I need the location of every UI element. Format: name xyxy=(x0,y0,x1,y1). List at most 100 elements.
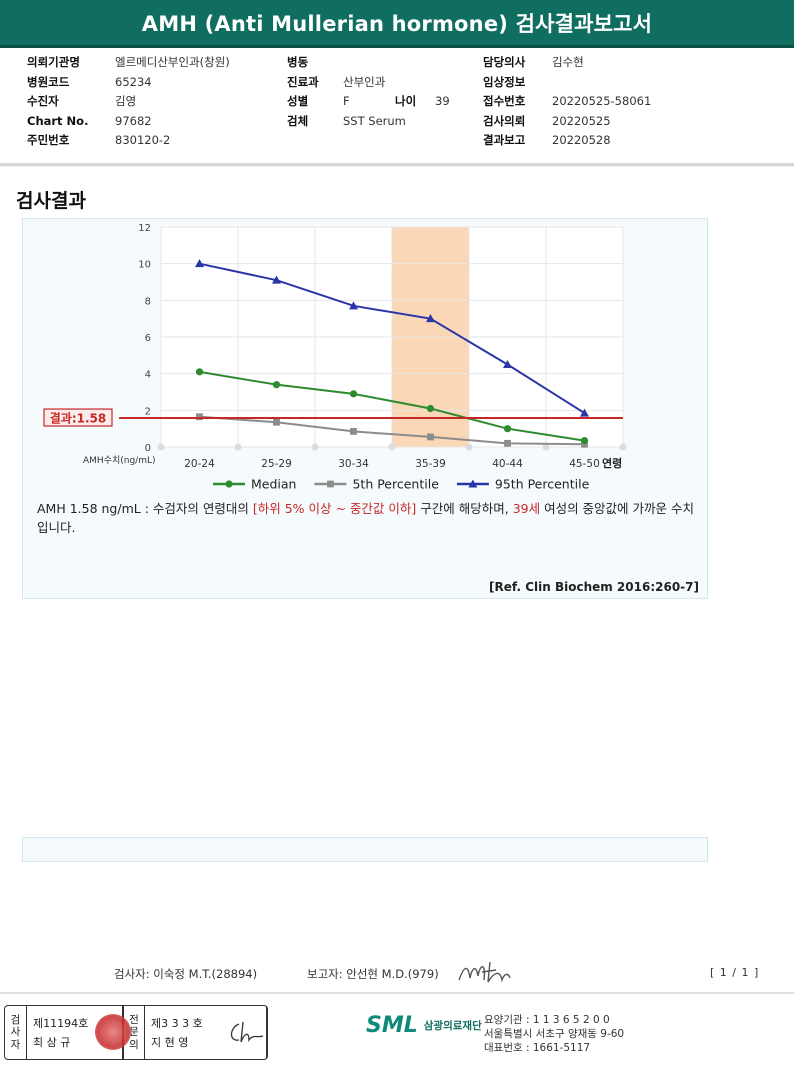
info-label: 검사의뢰 xyxy=(483,113,526,128)
info-value: 97682 xyxy=(115,113,152,128)
info-label: 임상정보 xyxy=(483,74,526,89)
org-institution-code: 요양기관 : 1 1 3 6 5 2 0 0 xyxy=(484,1014,610,1026)
result-panel: 0 2 4 6 8 10 12 20-24 25-29 30-34 35-39 40-44 45-50 A… xyxy=(22,218,708,599)
data-point-5th-percentile xyxy=(350,428,357,435)
description-text: 구간에 해당하며, xyxy=(416,501,513,516)
reference-citation: [Ref. Clin Biochem 2016:260-7] xyxy=(489,580,699,594)
info-label: 의뢰기관명 xyxy=(27,55,80,69)
info-row-department: 진료과 산부인과 xyxy=(287,73,450,93)
header-divider xyxy=(0,163,794,166)
info-label: 나이 xyxy=(395,94,417,108)
info-value: 엘르메디산부인과(창원) xyxy=(115,55,230,69)
data-point-median xyxy=(349,390,358,398)
x-tick-label: 35-39 xyxy=(415,458,446,470)
info-value: 20220525-58061 xyxy=(552,94,652,108)
x-axis-dot xyxy=(388,443,396,451)
patient-info-right: 담당의사 김수현 임상정보 접수번호 20220525-58061 검사의뢰 2022… xyxy=(483,53,651,151)
legend-marker-5th-percentile xyxy=(327,480,334,488)
info-row-ward: 병동 xyxy=(287,53,450,73)
info-row-chart-no: Chart No. 97682 xyxy=(27,112,230,132)
info-label: 병원코드 xyxy=(27,74,70,89)
comment-box xyxy=(22,837,708,862)
x-axis-dot xyxy=(619,443,627,451)
x-tick-label: 45-50 xyxy=(569,458,600,470)
info-value: 김영 xyxy=(115,94,137,108)
data-point-median xyxy=(503,425,512,433)
x-tick-label: 20-24 xyxy=(184,458,215,470)
vertical-char: 검 xyxy=(10,1013,21,1026)
organization-brand: SML 삼광의료재단 xyxy=(366,1013,482,1038)
y-tick-label: 4 xyxy=(145,370,151,381)
info-label: 주민번호 xyxy=(27,133,70,147)
x-axis-dot xyxy=(542,443,550,451)
data-point-5th-percentile xyxy=(504,439,511,447)
info-value: 20220525 xyxy=(552,113,611,128)
info-label: 성별 xyxy=(287,94,309,108)
data-point-5th-percentile xyxy=(427,433,434,441)
info-label: 검체 xyxy=(287,113,309,128)
info-label: 접수번호 xyxy=(483,94,526,108)
specialist-name: 지 현 영 xyxy=(151,1035,189,1049)
data-point-median xyxy=(580,436,589,445)
data-point-95th-percentile xyxy=(426,314,435,323)
tester-signature: 검사자: 이숙정 M.T.(28894) xyxy=(114,967,258,981)
info-row-hospital-code: 병원코드 65234 xyxy=(27,73,230,93)
info-value: SST Serum xyxy=(343,113,406,128)
description-age-highlight: 39세 xyxy=(512,501,541,516)
data-point-5th-percentile xyxy=(196,413,203,421)
vertical-char: 의 xyxy=(129,1038,139,1051)
info-value: 65234 xyxy=(115,74,152,89)
amh-chart: 0 2 4 6 8 10 12 20-24 25-29 30-34 35-39 40-44 45-50 A… xyxy=(43,223,627,492)
info-row-sex-age: 성별 F 나이 39 xyxy=(287,92,450,112)
specialist-license-no: 제3 3 3 호 xyxy=(151,1016,203,1030)
series-line-5th-percentile xyxy=(199,415,585,446)
sml-logo: SML xyxy=(366,1013,418,1038)
vertical-char: 전 xyxy=(129,1013,139,1026)
info-label: 담당의사 xyxy=(483,55,526,69)
x-axis-dot xyxy=(465,443,473,451)
organization-info: 요양기관 : 1 1 3 6 5 2 0 0 서울특별시 서초구 양재동 9-6… xyxy=(484,1013,624,1055)
legend-marker-95th-percentile xyxy=(468,479,478,488)
info-label: Chart No. xyxy=(27,113,89,128)
result-description: AMH 1.58 ng/mL : 수검자의 연령대의 [하위 5% 이상 ~ 중… xyxy=(37,499,697,537)
data-point-5th-percentile xyxy=(273,418,280,426)
data-point-95th-percentile xyxy=(503,360,512,368)
info-label: 병동 xyxy=(287,55,309,69)
y-tick-label: 6 xyxy=(145,333,151,344)
data-point-95th-percentile xyxy=(349,301,358,310)
x-axis-dot xyxy=(311,443,319,451)
x-tick-label: 30-34 xyxy=(338,458,369,470)
x-tick-label: 25-29 xyxy=(261,458,292,470)
vertical-char: 자 xyxy=(10,1038,21,1051)
info-label: 수진자 xyxy=(27,94,59,108)
data-point-median xyxy=(195,368,204,376)
legend-label-median: Median xyxy=(251,477,296,492)
page-indicator: [ 1 / 1 ] xyxy=(710,966,760,979)
reporter-handwritten-signature xyxy=(458,961,511,983)
y-tick-label: 0 xyxy=(145,443,151,454)
x-axis-suffix: 연령 xyxy=(602,456,622,470)
info-value: 20220528 xyxy=(552,133,611,147)
data-point-95th-percentile xyxy=(272,275,281,284)
vertical-char: 문 xyxy=(129,1026,139,1039)
info-row-institution: 의뢰기관명 엘르메디산부인과(창원) xyxy=(27,53,230,73)
description-text: 여성의 중앙값에 가까운 수치입니다. xyxy=(37,501,694,535)
info-row-request-date: 검사의뢰 20220525 xyxy=(483,112,651,132)
series-line-95th-percentile xyxy=(199,262,586,414)
info-value: 39 xyxy=(435,94,450,108)
legend-label-95th-percentile: 95th Percentile xyxy=(495,477,590,492)
organization-name: 삼광의료재단 xyxy=(423,1020,482,1032)
data-point-95th-percentile xyxy=(580,408,589,417)
tester-license-no: 제11194호 xyxy=(33,1016,89,1030)
specialist-handwritten-signature xyxy=(230,1021,264,1043)
info-row-patient: 수진자 김영 xyxy=(27,92,230,112)
info-row-resident-no: 주민번호 830120-2 xyxy=(27,131,230,151)
data-point-median xyxy=(426,404,435,413)
info-value: 830120-2 xyxy=(115,133,171,147)
patient-info-mid: 병동 진료과 산부인과 성별 F 나이 39 검체 SST Serum xyxy=(287,53,450,131)
report-header: AMH (Anti Mullerian hormone) 검사결과보고서 xyxy=(0,0,794,48)
info-row-doctor: 담당의사 김수현 xyxy=(483,53,651,73)
info-row-report-date: 결과보고 20220528 xyxy=(483,131,651,151)
org-address: 서울특별시 서초구 양재동 9-60 xyxy=(484,1028,625,1040)
